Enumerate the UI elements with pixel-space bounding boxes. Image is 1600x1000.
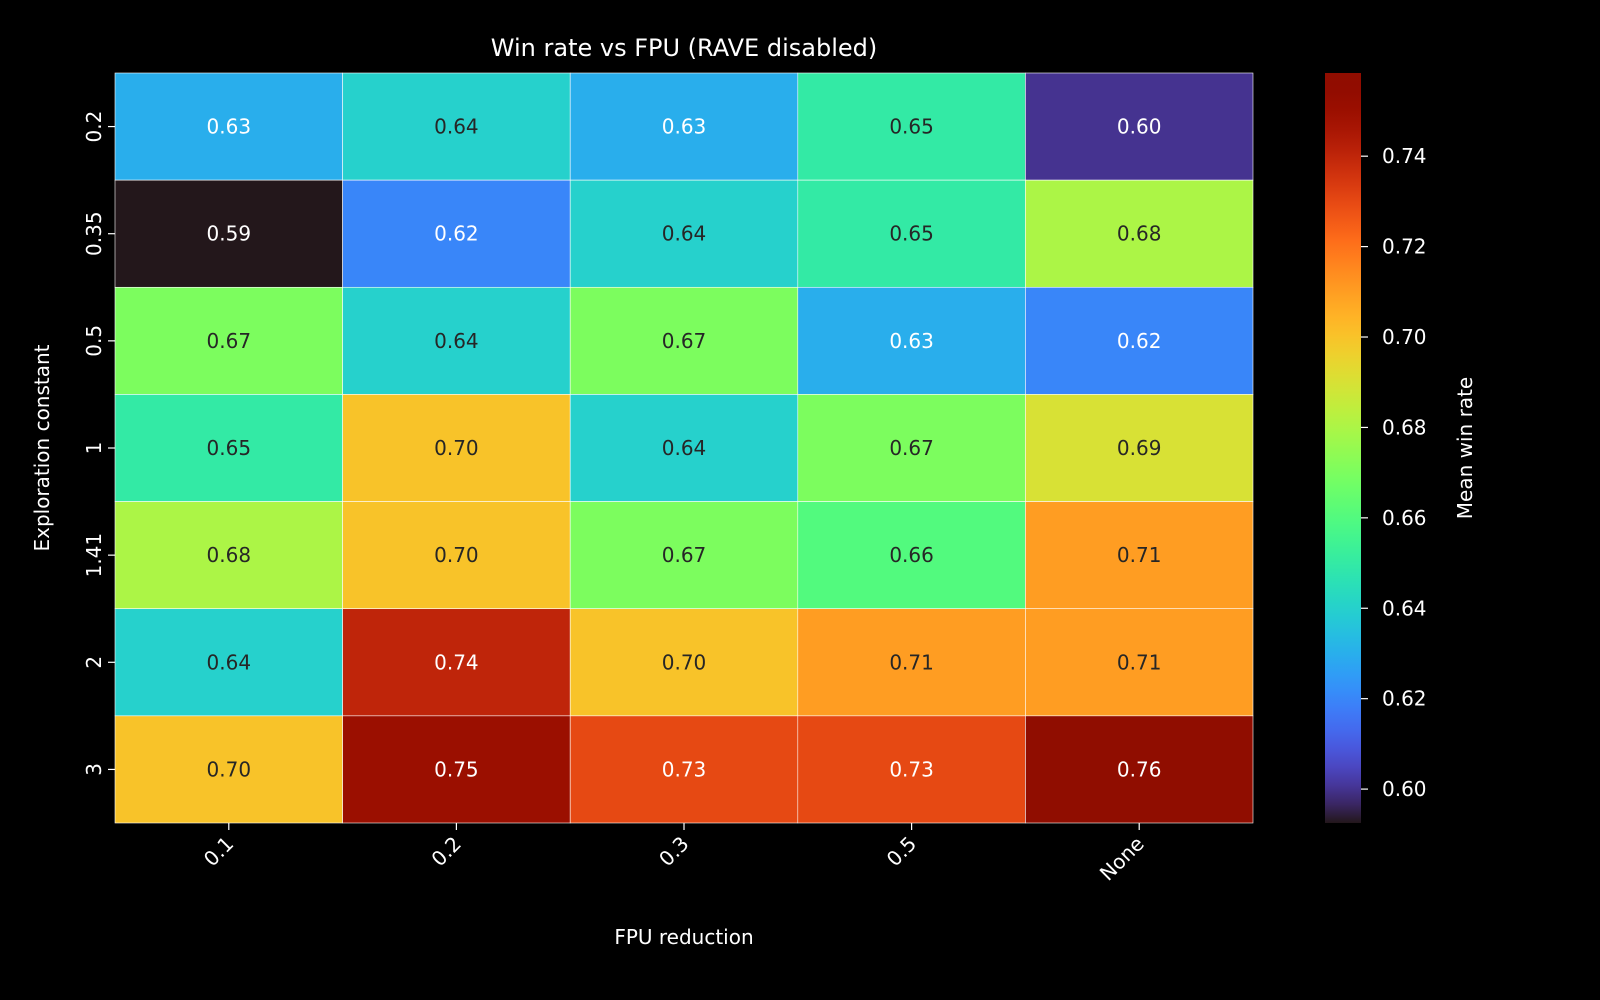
heatmap-cell: [1025, 608, 1254, 717]
y-axis-ticks: 0.2 0.35 0.5 1 1.41 2 3: [82, 111, 115, 776]
cell-value-label: 0.65: [889, 115, 934, 139]
heatmap-cell: [1025, 179, 1254, 288]
heatmap-cell: [1025, 72, 1254, 181]
heatmap-cell: [569, 179, 799, 288]
heatmap-cell: [1025, 715, 1254, 824]
cell-value-label: 0.71: [1117, 543, 1162, 567]
heatmap-cell: [342, 286, 571, 395]
cell-value-label: 0.76: [1117, 757, 1162, 781]
cell-value-label: 0.62: [1117, 329, 1162, 353]
cell-value-label: 0.75: [434, 757, 479, 781]
heatmap-cell: [569, 72, 799, 181]
heatmap-cell: [797, 286, 1026, 395]
colorbar-tick-label: 0.64: [1382, 596, 1427, 620]
y-tick-label: 1: [82, 442, 106, 455]
colorbar-tick-label: 0.68: [1382, 415, 1427, 439]
heatmap-cell: [1025, 501, 1254, 610]
x-tick-label: 0.5: [882, 832, 921, 871]
cell-value-label: 0.67: [662, 543, 707, 567]
x-tick-label: 0.3: [654, 832, 693, 871]
x-tick-label: 0.1: [199, 832, 238, 871]
heatmap-cell: [342, 179, 571, 288]
heatmap-cell: [114, 179, 343, 288]
heatmap-cell: [114, 715, 343, 824]
heatmap-cell: [1025, 394, 1254, 502]
cell-value-label: 0.64: [434, 115, 479, 139]
heatmap-cell: [1025, 286, 1254, 395]
cell-value-label: 0.73: [889, 757, 934, 781]
cell-value-label: 0.67: [207, 329, 252, 353]
heatmap-cell: [342, 72, 571, 181]
y-tick-label: 1.41: [82, 533, 106, 578]
y-tick-label: 0.35: [82, 211, 106, 256]
heatmap-cell: [342, 501, 571, 610]
cell-value-label: 0.67: [889, 436, 934, 460]
heatmap-cell: [797, 394, 1026, 502]
cell-value-label: 0.64: [434, 329, 479, 353]
cell-value-label: 0.65: [207, 436, 252, 460]
heatmap-cell: [569, 501, 799, 610]
cell-value-label: 0.71: [889, 650, 934, 674]
heatmap-cell: [569, 286, 799, 395]
heatmap-cell: [114, 501, 343, 610]
cell-value-label: 0.65: [889, 222, 934, 246]
cell-value-label: 0.63: [207, 115, 252, 139]
heatmap-cell: [569, 608, 799, 717]
cell-value-label: 0.63: [662, 115, 707, 139]
cell-value-label: 0.67: [662, 329, 707, 353]
heatmap-cell: [342, 608, 571, 717]
heatmap-cell: [797, 608, 1026, 717]
cell-value-label: 0.64: [662, 436, 707, 460]
y-tick-label: 0.2: [82, 111, 106, 143]
colorbar-tick-label: 0.62: [1382, 687, 1427, 711]
colorbar-ticks: 0.60 0.62 0.64 0.66 0.68 0.70 0.72 0.74: [1361, 144, 1427, 801]
chart-title: Win rate vs FPU (RAVE disabled): [491, 34, 877, 62]
colorbar-label: Mean win rate: [1453, 377, 1477, 519]
cell-value-label: 0.64: [662, 222, 707, 246]
cell-value-label: 0.68: [1117, 222, 1162, 246]
cell-value-label: 0.68: [207, 543, 252, 567]
cell-value-label: 0.70: [662, 650, 707, 674]
y-tick-label: 0.5: [82, 325, 106, 357]
cell-value-label: 0.69: [1117, 436, 1162, 460]
colorbar-tick-label: 0.70: [1382, 325, 1427, 349]
y-tick-label: 2: [82, 656, 106, 669]
cell-value-label: 0.62: [434, 222, 479, 246]
colorbar-tick-label: 0.60: [1382, 777, 1427, 801]
x-tick-label: 0.2: [426, 832, 465, 871]
colorbar: [1325, 73, 1361, 823]
x-axis-label: FPU reduction: [614, 925, 753, 949]
x-axis-ticks: 0.1 0.2 0.3 0.5 None: [199, 823, 1149, 885]
x-tick-label: None: [1095, 832, 1149, 886]
cell-value-label: 0.70: [207, 757, 252, 781]
cell-value-label: 0.71: [1117, 650, 1162, 674]
colorbar-tick-label: 0.66: [1382, 506, 1427, 530]
cell-value-label: 0.70: [434, 436, 479, 460]
heatmap-cell: [569, 394, 799, 502]
cell-value-label: 0.73: [662, 757, 707, 781]
cell-value-label: 0.70: [434, 543, 479, 567]
cell-value-label: 0.74: [434, 650, 479, 674]
heatmap-cells: 0.63 0.64 0.63 0.65 0.60 0.59 0.62 0.64 0.65 0.68…: [114, 72, 1254, 824]
heatmap-cell: [114, 608, 343, 717]
heatmap-cell: [342, 394, 571, 502]
cell-value-label: 0.59: [207, 222, 252, 246]
colorbar-tick-label: 0.72: [1382, 235, 1427, 259]
cell-value-label: 0.60: [1117, 115, 1162, 139]
heatmap-cell: [797, 72, 1026, 181]
heatmap-cell: [797, 715, 1026, 824]
cell-value-label: 0.64: [207, 650, 252, 674]
y-axis-label: Exploration constant: [30, 344, 54, 551]
y-tick-label: 3: [82, 763, 106, 776]
cell-value-label: 0.63: [889, 329, 934, 353]
colorbar-tick-label: 0.74: [1382, 144, 1427, 168]
cell-value-label: 0.66: [889, 543, 934, 567]
heatmap-cell: [114, 72, 343, 181]
